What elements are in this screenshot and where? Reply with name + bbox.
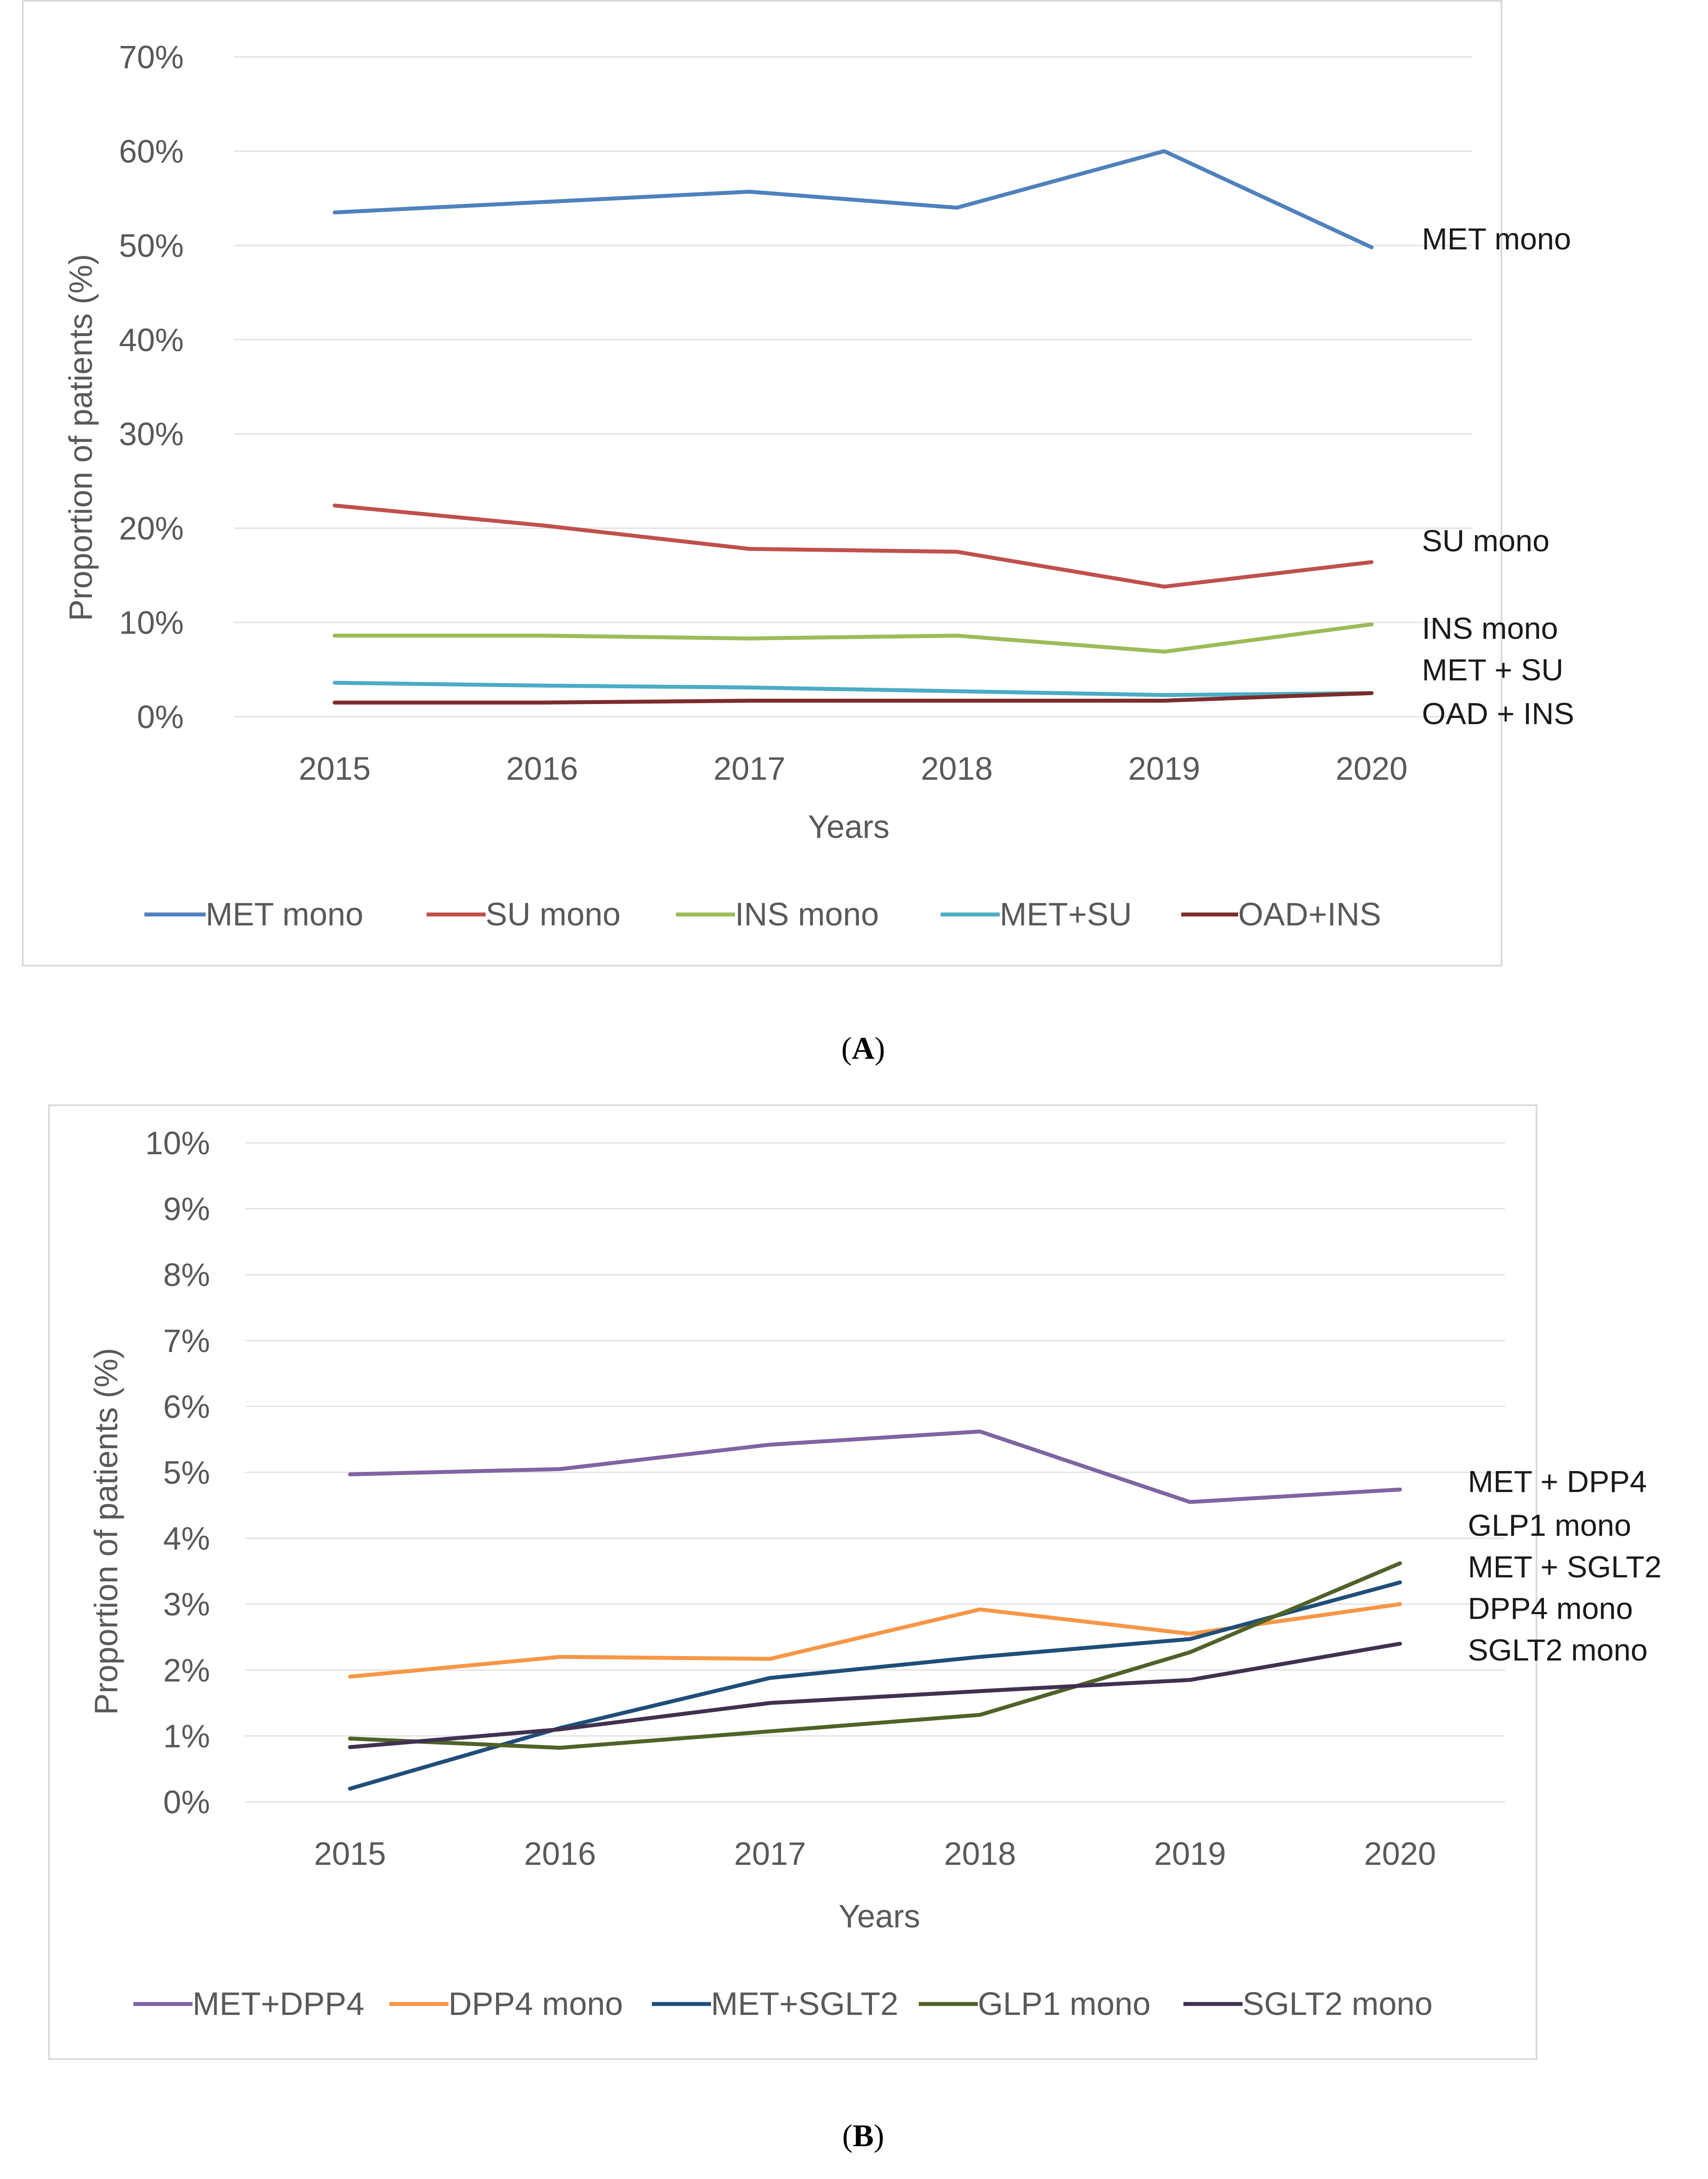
x-tick-labels-a: 2015 2016 2017 2018 2019 2020 [299, 750, 1408, 787]
legend-a: MET mono SU mono INS mono MET+SU OAD+INS [144, 896, 1381, 932]
y-tick-label: 5% [163, 1454, 210, 1491]
series-line-oad-ins [332, 691, 1374, 705]
legend-item-dpp4-mono: DPP4 mono [389, 1986, 623, 2022]
y-tick-label: 60% [119, 133, 184, 169]
x-tick-label: 2019 [1128, 750, 1200, 787]
y-tick-label: 1% [163, 1718, 210, 1754]
legend-label: GLP1 mono [978, 1986, 1151, 2022]
x-tick-label: 2015 [314, 1836, 386, 1872]
series-label-met-mono: MET mono [1422, 222, 1571, 256]
chart-frame-b [48, 1104, 1537, 2060]
series-line-met-sglt2 [348, 1580, 1402, 1791]
series-lines-b [348, 1429, 1402, 1791]
series-lines-a [332, 149, 1374, 705]
legend-b: MET+DPP4 DPP4 mono MET+SGLT2 GLP1 mono S… [133, 1986, 1433, 2022]
legend-item-met-mono: MET mono [144, 896, 364, 932]
gridlines-a [234, 56, 1472, 718]
panel-label-a: (A) [841, 1031, 885, 1066]
legend-label: INS mono [735, 896, 879, 932]
y-tick-labels-b: 0% 1% 2% 3% 4% 5% 6% 7% 8% 9% 10% [145, 1125, 210, 1820]
gridlines-b [245, 1142, 1505, 1803]
series-label-su-mono: SU mono [1422, 524, 1550, 558]
legend-item-met-su: MET+SU [941, 896, 1132, 932]
y-tick-label: 10% [119, 605, 184, 641]
y-tick-label: 0% [137, 699, 184, 735]
legend-label: MET+SGLT2 [711, 1986, 898, 2022]
y-tick-label: 9% [163, 1191, 210, 1227]
legend-label: MET mono [206, 896, 364, 932]
series-label-met-sglt2: MET + SGLT2 [1468, 1550, 1662, 1584]
y-tick-label: 10% [145, 1125, 210, 1161]
y-tick-label: 70% [119, 39, 184, 75]
series-line-met-dpp4 [348, 1429, 1402, 1504]
legend-label: SU mono [486, 896, 620, 932]
series-line-met-su [332, 680, 1374, 697]
y-tick-label: 20% [119, 510, 184, 547]
legend-item-oad-ins: OAD+INS [1181, 896, 1381, 932]
y-tick-label: 30% [119, 416, 184, 452]
y-tick-label: 6% [163, 1388, 210, 1425]
series-label-ins-mono: INS mono [1422, 611, 1558, 645]
legend-item-su-mono: SU mono [427, 896, 620, 932]
series-line-glp1-mono [348, 1561, 1402, 1750]
x-tick-label: 2018 [921, 750, 993, 787]
y-tick-label: 8% [163, 1257, 210, 1293]
x-tick-labels-b: 2015 2016 2017 2018 2019 2020 [314, 1836, 1436, 1872]
legend-label: DPP4 mono [448, 1986, 623, 2022]
y-axis-title-a: Proportion of patients (%) [63, 254, 99, 621]
x-axis-title-a: Years [808, 809, 890, 845]
x-tick-label: 2017 [734, 1836, 806, 1872]
series-label-dpp4-mono: DPP4 mono [1468, 1591, 1633, 1625]
y-tick-label: 2% [163, 1652, 210, 1689]
x-tick-label: 2019 [1154, 1836, 1226, 1872]
series-label-oad-ins: OAD + INS [1422, 697, 1574, 731]
panel-label-b: (B) [842, 2118, 884, 2153]
series-line-su-mono [332, 503, 1374, 589]
series-line-ins-mono [332, 622, 1374, 654]
y-tick-label: 0% [163, 1784, 210, 1820]
series-line-met-mono [332, 149, 1374, 249]
legend-item-sglt2-mono: SGLT2 mono [1183, 1986, 1433, 2022]
x-tick-label: 2017 [714, 750, 786, 787]
x-tick-label: 2016 [506, 750, 578, 787]
y-tick-label: 3% [163, 1586, 210, 1622]
x-tick-label: 2016 [524, 1836, 596, 1872]
legend-item-met-sglt2: MET+SGLT2 [652, 1986, 898, 2022]
x-tick-label: 2015 [299, 750, 371, 787]
series-label-sglt2-mono: SGLT2 mono [1468, 1633, 1648, 1667]
legend-label: SGLT2 mono [1242, 1986, 1433, 2022]
legend-item-ins-mono: INS mono [676, 896, 879, 932]
x-axis-title-b: Years [839, 1898, 920, 1934]
panel-label-a-letter: A [852, 1031, 875, 1066]
legend-label: MET+SU [1000, 896, 1132, 932]
series-line-sglt2-mono [348, 1642, 1402, 1749]
y-tick-labels-a: 0% 10% 20% 30% 40% 50% 60% 70% [119, 39, 184, 735]
x-tick-label: 2020 [1364, 1836, 1436, 1872]
chart-frame-a [22, 0, 1502, 967]
series-label-met-su: MET + SU [1422, 653, 1564, 687]
y-axis-title-b: Proportion of patients (%) [88, 1348, 124, 1715]
legend-item-met-dpp4: MET+DPP4 [133, 1986, 364, 2022]
series-label-glp1-mono: GLP1 mono [1468, 1508, 1631, 1542]
chart-panel-a: 0% 10% 20% 30% 40% 50% 60% 70% 2015 2016 2017 2018… [22, 0, 1574, 967]
y-tick-label: 50% [119, 228, 184, 264]
panel-label-b-letter: B [853, 2118, 874, 2153]
y-tick-label: 4% [163, 1520, 210, 1557]
x-tick-label: 2020 [1336, 750, 1408, 787]
legend-item-glp1-mono: GLP1 mono [919, 1986, 1151, 2022]
y-tick-label: 40% [119, 322, 184, 358]
chart-panel-b: 0% 1% 2% 3% 4% 5% 6% 7% 8% 9% 10% 2015 2016 2017 2018… [48, 1104, 1662, 2060]
x-tick-label: 2018 [944, 1836, 1016, 1872]
y-tick-label: 7% [163, 1323, 210, 1359]
series-label-met-dpp4: MET + DPP4 [1468, 1464, 1647, 1499]
legend-label: OAD+INS [1238, 896, 1381, 932]
legend-label: MET+DPP4 [192, 1986, 364, 2022]
